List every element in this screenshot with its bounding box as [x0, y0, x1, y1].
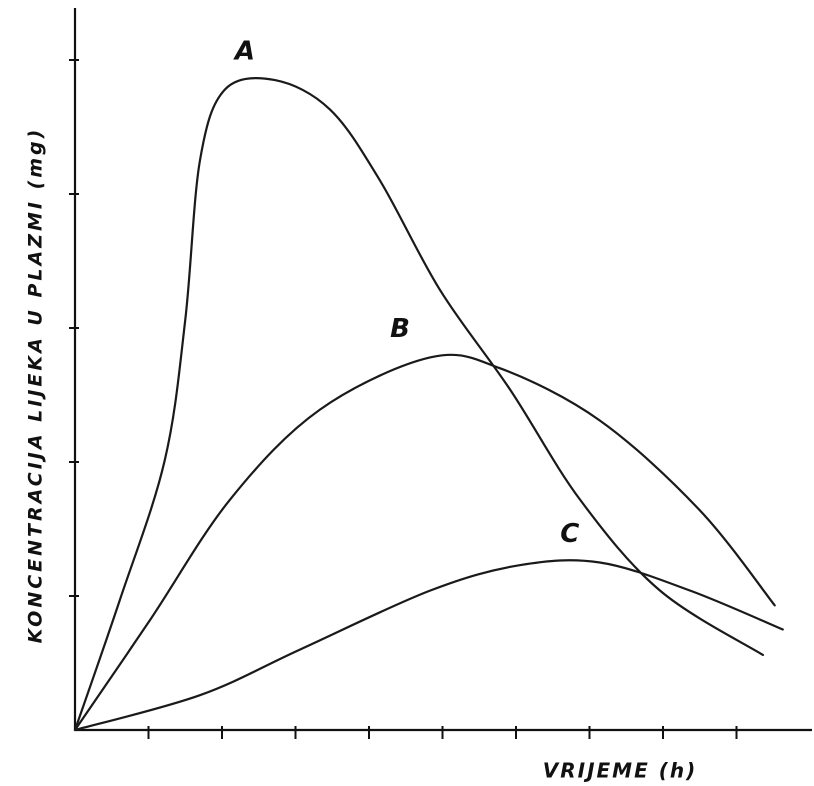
y-axis-title: KONCENTRACIJA LIJEKA U PLAZMI (mg): [25, 127, 47, 644]
curve: [73, 353, 776, 732]
curve-label: C: [560, 519, 579, 549]
x-axis-title: VRIJEME (h): [543, 759, 697, 783]
curve: [73, 559, 784, 732]
curve-label: B: [390, 314, 410, 344]
curve-label: A: [233, 37, 255, 67]
curve: [73, 76, 765, 732]
